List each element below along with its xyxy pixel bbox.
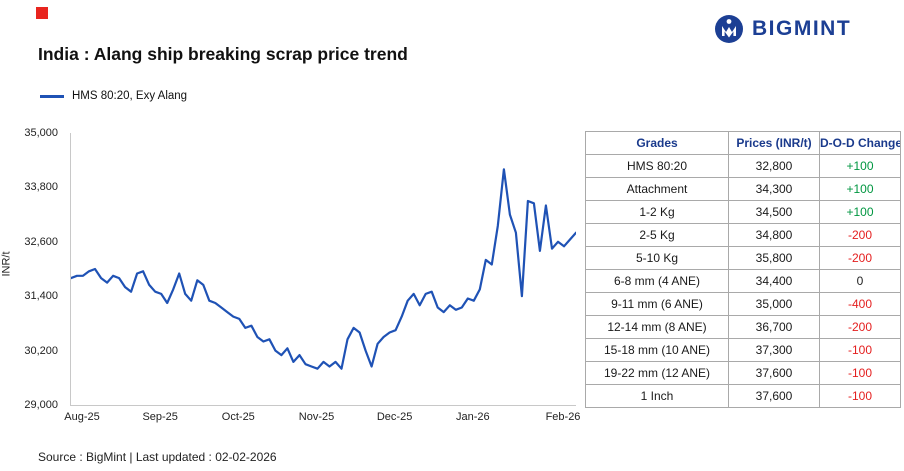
x-axis-labels: Aug-25 Sep-25 Oct-25 Nov-25 Dec-25 Jan-26 Feb-… (64, 411, 580, 427)
price-cell: 37,600 (728, 384, 820, 408)
change-cell: -400 (819, 292, 901, 316)
change-cell: -200 (819, 246, 901, 270)
legend-label: HMS 80:20, Exy Alang (72, 90, 188, 102)
grade-cell: 15-18 mm (10 ANE) (585, 338, 729, 362)
y-axis-labels: 29,000 30,200 31,400 32,600 33,800 35,000 (0, 127, 62, 411)
table-row: Attachment 34,300 +100 (585, 177, 901, 201)
grade-cell: 5-10 Kg (585, 246, 729, 270)
table-row: 9-11 mm (6 ANE) 35,000 -400 (585, 292, 901, 316)
price-cell: 34,500 (728, 200, 820, 224)
grade-cell: 12-14 mm (8 ANE) (585, 315, 729, 339)
grade-cell: 9-11 mm (6 ANE) (585, 292, 729, 316)
change-cell: +100 (819, 200, 901, 224)
table-row: 1-2 Kg 34,500 +100 (585, 200, 901, 224)
x-axis-tick-label: Sep-25 (142, 411, 178, 423)
x-axis-tick-label: Feb-26 (545, 411, 581, 423)
price-cell: 35,800 (728, 246, 820, 270)
bigmint-logo-text: BIGMINT (752, 17, 852, 40)
price-cell: 34,800 (728, 223, 820, 247)
price-cell: 34,300 (728, 177, 820, 201)
price-cell: 36,700 (728, 315, 820, 339)
table-row: 12-14 mm (8 ANE) 36,700 -200 (585, 315, 901, 339)
legend-line-swatch (40, 94, 64, 98)
change-cell: +100 (819, 154, 901, 178)
table-row: 15-18 mm (10 ANE) 37,300 -100 (585, 338, 901, 362)
price-cell: 37,300 (728, 338, 820, 362)
change-cell: -100 (819, 361, 901, 385)
column-header-change: D-O-D Change (819, 131, 901, 155)
change-cell: +100 (819, 177, 901, 201)
change-cell: -200 (819, 223, 901, 247)
price-cell: 37,600 (728, 361, 820, 385)
price-trend-chart (69, 133, 578, 406)
brand-red-square-icon (36, 7, 48, 19)
table-row: 19-22 mm (12 ANE) 37,600 -100 (585, 361, 901, 385)
column-header-grades: Grades (585, 131, 729, 155)
bigmint-logo: BIGMINT (714, 14, 851, 44)
source-note: Source : BigMint | Last updated : 02-02-… (38, 450, 277, 464)
x-axis-tick-label: Dec-25 (376, 411, 413, 423)
grade-cell: 19-22 mm (12 ANE) (585, 361, 729, 385)
table-header-row: Grades Prices (INR/t) D-O-D Change (585, 131, 901, 155)
prices-table: Grades Prices (INR/t) D-O-D Change HMS 8… (585, 131, 901, 408)
x-axis-tick-label: Nov-25 (298, 411, 335, 423)
chart-svg (69, 168, 578, 370)
grade-cell: 1 Inch (585, 384, 729, 408)
change-cell: -100 (819, 384, 901, 408)
x-axis-tick-label: Oct-25 (221, 411, 255, 423)
page-title: India : Alang ship breaking scrap price … (38, 44, 408, 64)
table-row: 5-10 Kg 35,800 -200 (585, 246, 901, 270)
x-axis-tick-label: Aug-25 (64, 411, 100, 423)
chart-legend: HMS 80:20, Exy Alang (40, 90, 187, 102)
change-cell: -100 (819, 338, 901, 362)
table-row: 6-8 mm (4 ANE) 34,400 0 (585, 269, 901, 293)
table-row: HMS 80:20 32,800 +100 (585, 154, 901, 178)
y-axis-tick-label: 35,000 (24, 127, 58, 139)
price-line (69, 168, 578, 370)
y-axis-tick-label: 32,600 (24, 235, 58, 248)
grade-cell: HMS 80:20 (585, 154, 729, 178)
grade-cell: 2-5 Kg (585, 223, 729, 247)
y-axis-tick-label: 30,200 (24, 344, 58, 357)
table-row: 1 Inch 37,600 -100 (585, 384, 901, 408)
grade-cell: 1-2 Kg (585, 200, 729, 224)
bigmint-logo-icon (714, 14, 744, 44)
change-cell: 0 (819, 269, 901, 293)
change-cell: -200 (819, 315, 901, 339)
price-cell: 35,000 (728, 292, 820, 316)
column-header-prices: Prices (INR/t) (728, 131, 820, 155)
price-cell: 34,400 (728, 269, 820, 293)
y-axis-tick-label: 29,000 (24, 399, 58, 411)
grade-cell: Attachment (585, 177, 729, 201)
grade-cell: 6-8 mm (4 ANE) (585, 269, 729, 293)
y-axis-tick-label: 31,400 (24, 290, 58, 303)
table-row: 2-5 Kg 34,800 -200 (585, 223, 901, 247)
price-cell: 32,800 (728, 154, 820, 178)
x-axis-tick-label: Jan-26 (455, 411, 490, 423)
y-axis-tick-label: 33,800 (24, 181, 58, 194)
